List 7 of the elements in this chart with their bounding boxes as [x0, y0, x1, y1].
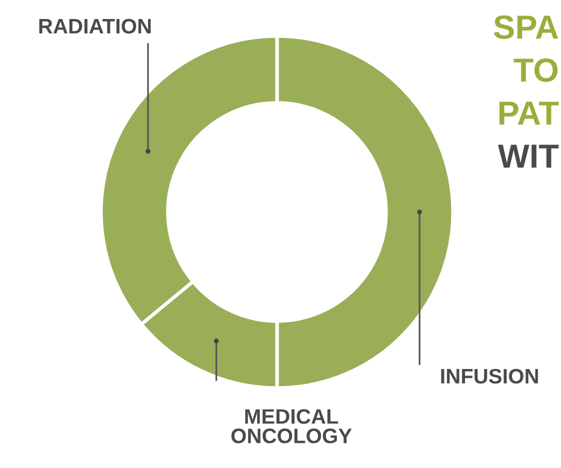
slice-label: MEDICAL ONCOLOGY — [231, 409, 352, 444]
text: PAT — [499, 102, 559, 125]
slice-label: RADIATION — [39, 18, 151, 34]
text: SPA — [494, 15, 558, 39]
text: TO — [514, 58, 558, 82]
text: WIT — [498, 144, 559, 168]
slice-label: INFUSION — [441, 368, 538, 384]
